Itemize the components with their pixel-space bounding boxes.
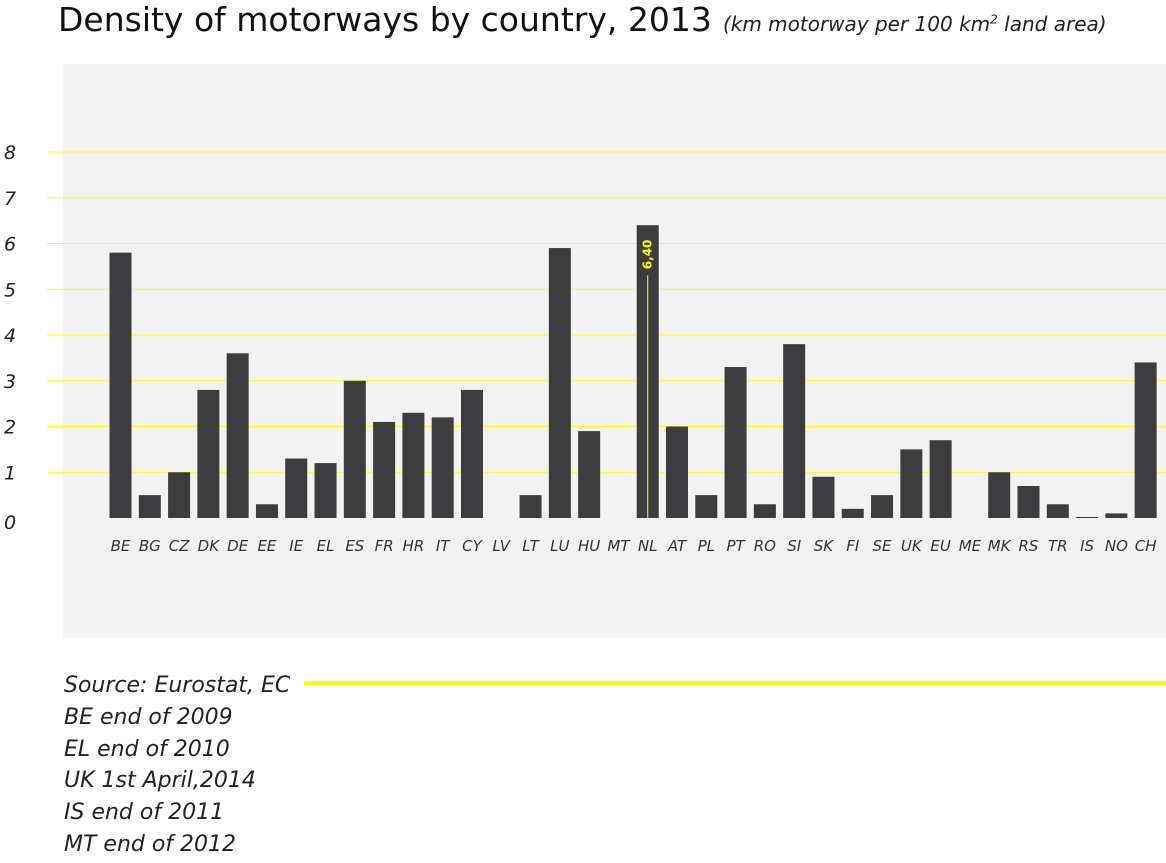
x-tick-label: LU xyxy=(550,537,569,555)
x-tick-label: MT xyxy=(607,537,631,555)
bar-tr xyxy=(1046,504,1069,518)
bar-cy xyxy=(460,389,483,518)
bar-sk xyxy=(812,476,835,518)
x-tick-label: IS xyxy=(1080,537,1094,555)
footer-notes: Source: Eurostat, EC BE end of 2009 EL e… xyxy=(64,670,290,861)
note-uk: UK 1st April,2014 xyxy=(64,768,256,794)
x-tick-label: LV xyxy=(493,537,512,555)
chart-subtitle: (km motorway per 100 km2 land area) xyxy=(723,12,1107,36)
bar-ie xyxy=(285,458,308,518)
x-tick-label: NL xyxy=(638,537,658,555)
x-tick-label: AT xyxy=(667,537,688,555)
x-tick-label: UK xyxy=(901,537,923,555)
x-tick-label: CY xyxy=(462,537,483,555)
x-tick-label: LT xyxy=(522,537,540,555)
x-tick-label: SE xyxy=(873,537,893,555)
bar-hr xyxy=(402,412,425,518)
x-tick-label: MK xyxy=(988,537,1012,555)
bar-ee xyxy=(255,504,278,518)
bar-eu xyxy=(929,440,952,518)
x-tick-label: FI xyxy=(846,537,860,555)
y-tick-label: 2 xyxy=(4,417,16,439)
y-axis-ticks: 0 1 2 3 4 5 6 7 8 xyxy=(4,142,16,534)
bar-rs xyxy=(1017,485,1040,518)
x-tick-label: FR xyxy=(375,537,394,555)
x-tick-label: IE xyxy=(289,537,303,555)
x-tick-label: EL xyxy=(317,537,335,555)
x-tick-label: CZ xyxy=(169,537,190,555)
bar-hu xyxy=(578,431,601,518)
bar-no xyxy=(1105,513,1128,518)
bar-el xyxy=(314,463,337,518)
note-mt: MT end of 2012 xyxy=(64,831,237,857)
bar-at xyxy=(666,426,689,518)
bar-fi xyxy=(841,508,864,518)
bar-es xyxy=(343,380,366,518)
chart-subtitle-superscript: 2 xyxy=(990,12,998,27)
bar-bg xyxy=(138,495,161,518)
x-tick-label: RO xyxy=(754,537,776,555)
x-tick-label: RS xyxy=(1019,537,1039,555)
y-tick-label: 8 xyxy=(4,142,16,164)
x-tick-label: PL xyxy=(698,537,715,555)
bar-mk xyxy=(988,472,1011,518)
bars xyxy=(109,225,1157,518)
y-tick-label: 4 xyxy=(4,325,16,347)
chart-title: Density of motorways by country, 2013 (k… xyxy=(58,0,1107,39)
y-tick-label: 5 xyxy=(4,279,16,301)
x-tick-label: ME xyxy=(959,537,982,555)
x-tick-label: HR xyxy=(403,537,425,555)
chart-subtitle-text: (km motorway per 100 km xyxy=(722,12,991,36)
source-rule xyxy=(304,681,1166,685)
x-tick-label: DE xyxy=(227,537,249,555)
x-tick-label: BE xyxy=(111,537,131,555)
bar-lu xyxy=(548,248,571,518)
note-be: BE end of 2009 xyxy=(64,704,233,730)
bar-de xyxy=(226,353,249,518)
bar-uk xyxy=(900,449,923,518)
y-tick-label: 6 xyxy=(4,234,16,256)
bar-chart: 0 1 2 3 4 5 6 7 8 BE BG CZ DK DE EE IE EL ES FR HR IT CY LV LT… xyxy=(4,64,1166,638)
annotations: 6,40 xyxy=(641,240,655,518)
y-tick-label: 0 xyxy=(4,512,16,534)
chart-subtitle-tail: land area) xyxy=(997,12,1107,36)
x-tick-label: SK xyxy=(814,537,835,555)
bar-be xyxy=(109,252,132,518)
bar-ro xyxy=(753,504,776,518)
chart-title-main: Density of motorways by country, 2013 xyxy=(58,0,712,39)
x-tick-label: EE xyxy=(257,537,276,555)
plot-background xyxy=(63,64,1166,638)
x-axis-ticks: BE BG CZ DK DE EE IE EL ES FR HR IT CY LV LT LU HU MT NL AT… xyxy=(111,537,1157,555)
bar-si xyxy=(783,344,806,518)
x-tick-label: PT xyxy=(726,537,746,555)
bar-dk xyxy=(197,389,220,518)
data-label-nl: 6,40 xyxy=(641,240,655,270)
bar-pl xyxy=(695,495,718,518)
x-tick-label: HU xyxy=(578,537,600,555)
x-tick-label: EU xyxy=(930,537,950,555)
y-tick-label: 7 xyxy=(4,188,16,210)
x-tick-label: TR xyxy=(1048,537,1068,555)
bar-se xyxy=(871,495,894,518)
bar-cz xyxy=(168,472,191,518)
bar-pt xyxy=(724,367,747,518)
x-tick-label: CH xyxy=(1135,537,1157,555)
note-is: IS end of 2011 xyxy=(64,800,225,826)
bar-lt xyxy=(519,495,542,518)
y-tick-label: 3 xyxy=(4,371,16,393)
bar-it xyxy=(431,417,454,518)
x-tick-label: BG xyxy=(139,537,161,555)
x-tick-label: SI xyxy=(787,537,802,555)
bar-is xyxy=(1076,517,1099,518)
x-tick-label: ES xyxy=(345,537,364,555)
x-tick-label: NO xyxy=(1105,537,1128,555)
x-tick-label: DK xyxy=(198,537,221,555)
y-tick-label: 1 xyxy=(4,462,16,484)
note-el: EL end of 2010 xyxy=(64,736,230,762)
bar-fr xyxy=(373,421,396,518)
x-tick-label: IT xyxy=(436,537,451,555)
bar-ch xyxy=(1134,362,1157,518)
source-text: Source: Eurostat, EC xyxy=(64,673,291,698)
